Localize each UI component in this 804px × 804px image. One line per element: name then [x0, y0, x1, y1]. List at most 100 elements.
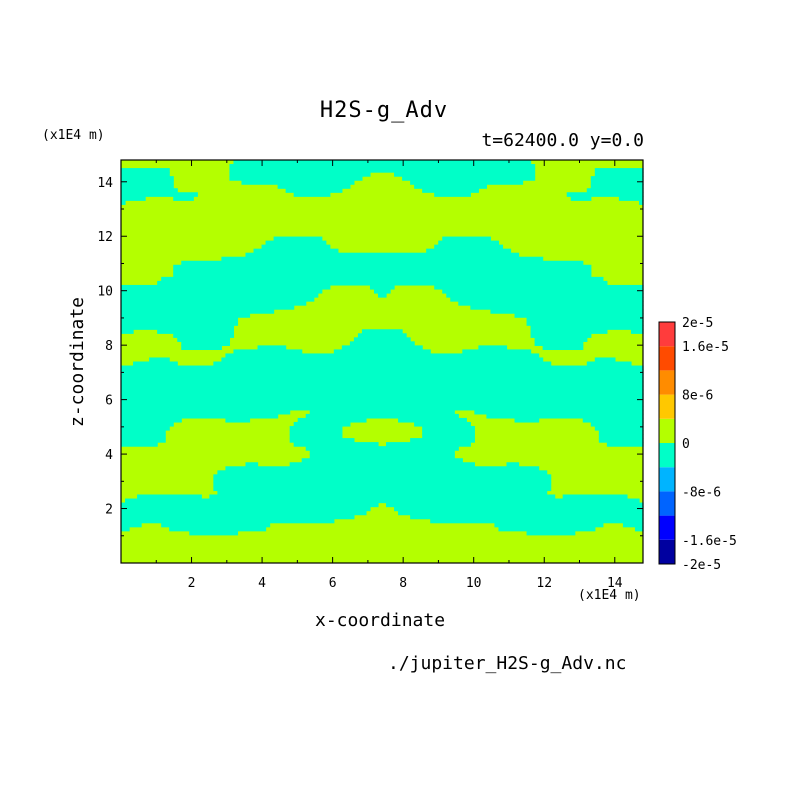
field-cell-negative: [121, 309, 275, 314]
colorbar-segment: [659, 322, 675, 347]
field-cell-negative: [369, 284, 395, 290]
field-cell-negative: [121, 409, 291, 415]
field-cell-negative: [245, 462, 259, 467]
field-cell-negative: [598, 438, 644, 443]
field-cell-negative: [289, 425, 343, 431]
field-cell-negative: [289, 430, 343, 435]
plot-frame: [120, 159, 644, 564]
field-cell-negative: [462, 349, 532, 355]
field-cell-negative: [305, 446, 459, 451]
x-tick-label: 10: [466, 576, 482, 591]
field-cell-negative: [273, 236, 323, 242]
field-cell-negative: [450, 297, 644, 302]
field-cell-negative: [225, 353, 540, 359]
field-cell-negative: [353, 337, 411, 342]
field-cell-negative: [386, 442, 471, 447]
colorbar-label: -2e-5: [682, 558, 721, 573]
field-cell-negative: [121, 288, 323, 294]
field-cell-negative: [442, 288, 644, 294]
x-tick-label: 6: [329, 576, 337, 591]
field-cell-negative: [277, 184, 351, 189]
field-cell-negative: [181, 345, 222, 351]
field-cell-negative: [221, 256, 544, 262]
x-tick-label: 14: [607, 576, 623, 591]
field-cell-negative: [526, 321, 644, 326]
field-cell-negative: [233, 160, 532, 165]
field-cell-negative: [181, 260, 584, 266]
field-cell-negative: [217, 490, 548, 496]
field-cell-negative: [133, 361, 178, 367]
field-cell-negative: [285, 188, 343, 193]
field-cell-negative: [562, 494, 628, 500]
field-cell-negative: [309, 450, 455, 455]
field-cell-negative: [121, 413, 279, 419]
field-cell-negative: [225, 466, 540, 471]
field-cell-negative: [169, 526, 267, 532]
field-cell-negative: [526, 530, 576, 536]
y-axis-ticks: 2 4 6 8 10 12 14: [97, 176, 643, 537]
field-cell-negative: [217, 470, 548, 475]
field-cell-negative: [402, 176, 536, 181]
field-cell-negative: [261, 244, 331, 250]
field-cell-negative: [121, 430, 166, 435]
field-cell-negative: [233, 349, 303, 355]
field-cell-negative: [121, 305, 295, 310]
field-cell-negative: [121, 365, 644, 371]
field-cell-negative: [245, 252, 520, 258]
field-cell-negative: [293, 421, 351, 427]
field-cell-negative: [121, 292, 319, 298]
colorbar-segment: [659, 346, 675, 371]
field-cell-negative: [594, 168, 644, 173]
y-tick-label: 8: [105, 339, 113, 354]
y-tick-label: 2: [105, 503, 113, 518]
colorbar-border: [658, 321, 676, 565]
field-cell-negative: [121, 434, 166, 439]
field-cell-negative: [121, 168, 170, 173]
field-cell-negative: [121, 373, 644, 379]
field-cell-negative: [542, 345, 584, 351]
colorbar-segment: [659, 418, 675, 443]
field-cell-negative: [121, 200, 126, 205]
field-cell-negative: [586, 188, 644, 193]
colorbar-label: -1.6e-5: [682, 534, 737, 549]
field-cell-negative: [293, 192, 331, 197]
field-cell-negative: [434, 244, 504, 250]
field-cell-negative: [229, 168, 536, 173]
field-cell-negative: [121, 325, 235, 330]
field-cell-negative: [341, 345, 423, 351]
field-cell-negative: [394, 506, 644, 512]
colorbar-segment: [659, 443, 675, 468]
field-cell-negative: [289, 462, 475, 467]
field-cell-negative: [229, 172, 371, 177]
field-cell-negative: [213, 478, 552, 483]
field-cell-negative: [121, 284, 331, 290]
field-cell-negative: [514, 313, 644, 318]
field-cell-negative: [598, 430, 644, 435]
field-cell-negative: [289, 438, 355, 443]
y-tick-label: 4: [105, 448, 113, 463]
field-cell-negative: [265, 240, 327, 246]
field-cell-negative: [221, 357, 544, 363]
field-cell-negative: [434, 192, 471, 197]
field-cell-negative: [189, 530, 239, 536]
field-cell-negative: [357, 333, 407, 338]
field-cell-negative: [121, 389, 644, 395]
field-cell-negative: [446, 292, 644, 298]
field-plot: [121, 160, 644, 563]
colorbar-label: 8e-6: [682, 389, 713, 404]
field-cell-negative: [494, 522, 604, 528]
field-cell-negative: [582, 417, 644, 423]
field-cell-negative: [121, 518, 335, 524]
colorbar-segment: [659, 467, 675, 492]
x-tick-label: 4: [258, 576, 266, 591]
chart-title: H2S-g_Adv: [319, 98, 449, 123]
colorbar-segment: [659, 370, 675, 395]
field-cell-negative: [414, 421, 471, 427]
colorbar-label: -8e-6: [682, 485, 721, 500]
field-cell-negative: [297, 417, 367, 423]
field-cell-negative: [638, 200, 644, 205]
field-cell-negative: [121, 421, 174, 427]
field-cell-negative: [121, 313, 251, 318]
field-cell-negative: [241, 180, 355, 185]
field-cell-negative: [594, 172, 644, 177]
